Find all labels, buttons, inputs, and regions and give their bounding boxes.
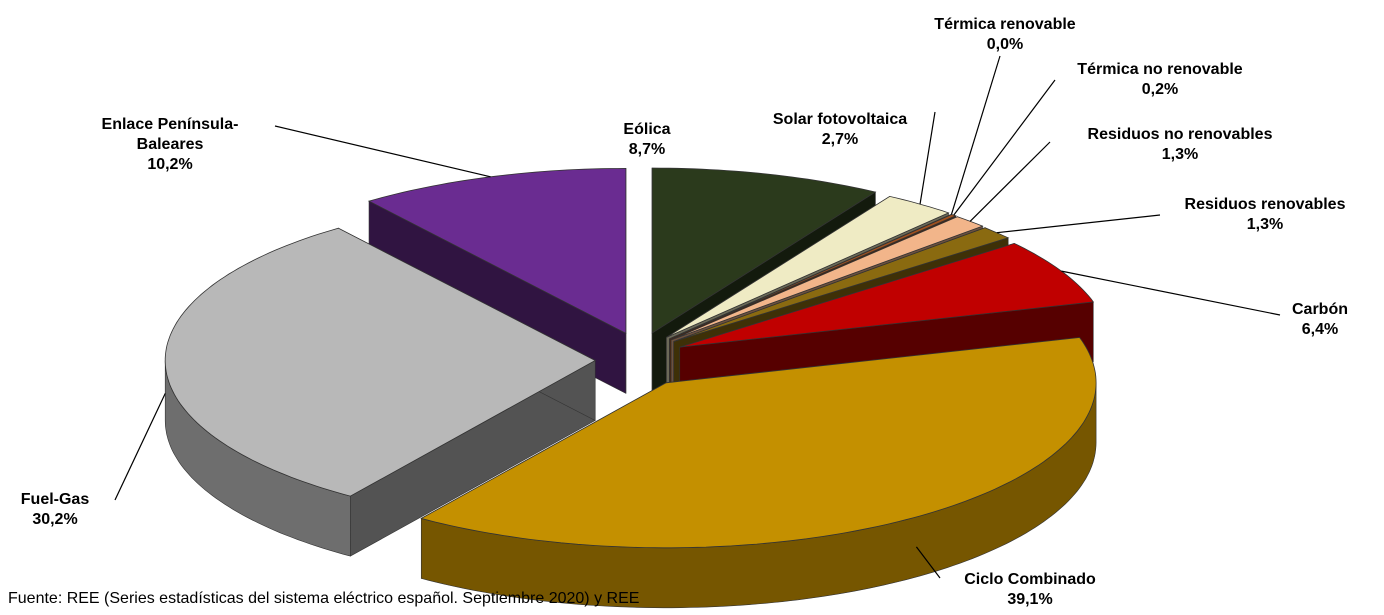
category-label: Residuos no renovables	[1087, 126, 1273, 143]
value-label: 1,3%	[1161, 146, 1199, 163]
slice-top	[651, 167, 877, 334]
slice-label: Térmica renovable 0,0%	[934, 15, 1075, 55]
category-label: Fuel-Gas	[20, 491, 90, 508]
slice-label: Enlace Península-Baleares 10,2%	[80, 115, 260, 175]
category-label: Residuos renovables	[1184, 196, 1346, 213]
slice	[164, 227, 597, 557]
leader-line	[915, 546, 941, 579]
source-note: Fuente: REE (Series estadísticas del sis…	[8, 590, 640, 607]
slice-top	[367, 167, 627, 335]
slice-label: Solar fotovoltaica 2,7%	[773, 110, 907, 150]
value-label: 10,2%	[147, 156, 193, 173]
leader-line	[953, 79, 1056, 216]
slice-label: Térmica no renovable 0,2%	[1077, 60, 1242, 100]
category-label: Térmica renovable	[934, 16, 1076, 33]
category-label: Enlace Península-Baleares	[101, 116, 239, 153]
leader-line	[919, 111, 936, 205]
leader-line	[114, 393, 166, 501]
value-label: 2,7%	[821, 131, 859, 148]
slice-top	[679, 242, 1095, 348]
leader-line	[969, 141, 1051, 222]
slice-label: Fuel-Gas 30,2%	[21, 490, 89, 530]
slice	[420, 337, 1097, 609]
value-label: 0,2%	[1141, 81, 1179, 98]
slice-top	[666, 195, 950, 338]
value-label: 6,4%	[1301, 321, 1339, 338]
leader-line	[1061, 270, 1281, 316]
value-label: 8,7%	[628, 141, 666, 158]
value-label: 0,0%	[986, 36, 1024, 53]
slice-top	[673, 227, 1010, 342]
leader-line	[950, 55, 1001, 215]
leader-line	[996, 214, 1161, 234]
slice-top	[671, 216, 984, 341]
slice-label: Ciclo Combinado 39,1%	[964, 570, 1096, 610]
slice-top	[164, 227, 597, 497]
value-label: 30,2%	[32, 511, 78, 528]
leader-line	[274, 125, 491, 178]
slice-label: Carbón 6,4%	[1292, 300, 1348, 340]
slice-label: Eólica 8,7%	[623, 120, 670, 160]
slice	[679, 242, 1095, 408]
slice-label: Residuos renovables 1,3%	[1185, 195, 1346, 235]
value-label: 1,3%	[1246, 216, 1284, 233]
slice-label: Residuos no renovables 1,3%	[1088, 125, 1273, 165]
category-label: Eólica	[623, 121, 671, 138]
category-label: Térmica no renovable	[1077, 61, 1243, 78]
slice-top	[420, 337, 1097, 549]
category-label: Ciclo Combinado	[964, 571, 1096, 588]
category-label: Solar fotovoltaica	[772, 111, 908, 128]
value-label: 39,1%	[1007, 591, 1053, 608]
category-label: Carbón	[1292, 301, 1348, 318]
